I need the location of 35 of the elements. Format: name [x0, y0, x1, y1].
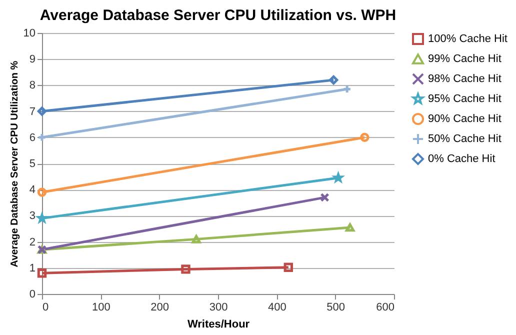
y-tick-label: 9	[29, 54, 36, 66]
point	[181, 264, 190, 274]
legend-label: 0% Cache Hit	[428, 153, 496, 165]
x-tick-label: 600	[376, 302, 394, 314]
point	[284, 262, 294, 272]
y-tick-label: 2	[29, 236, 36, 248]
point	[345, 223, 355, 232]
x-tick-label: 300	[209, 302, 228, 314]
x-tick-label: 200	[150, 302, 170, 314]
legend-label: 100% Cache Hit	[428, 33, 508, 45]
x-tick-label: 0	[42, 302, 49, 314]
point	[328, 75, 338, 85]
point	[37, 268, 47, 278]
y-axis-title: Average Database Server CPU Utilization %	[9, 60, 20, 268]
x-tick-label: 100	[92, 302, 110, 314]
legend-label: 98% Cache Hit	[428, 73, 502, 85]
legend-label: 99% Cache Hit	[428, 53, 502, 65]
point	[320, 192, 330, 202]
point	[37, 106, 47, 116]
y-tick-label: 3	[29, 210, 36, 222]
y-tick-label: 0	[29, 288, 36, 300]
y-tick-label: 8	[29, 80, 36, 92]
y-tick-label: 4	[29, 184, 36, 196]
y-tick-label: 10	[23, 28, 36, 40]
y-tick-label: 7	[29, 106, 36, 118]
x-axis-title: Writes/Hour	[187, 318, 250, 330]
legend-label: 50% Cache Hit	[428, 133, 502, 145]
y-tick-label: 6	[29, 132, 36, 144]
chart-title: Average Database Server CPU Utilization vs. WPH	[40, 7, 396, 24]
y-tick-label: 5	[29, 158, 36, 170]
legend-label: 90% Cache Hit	[428, 113, 502, 125]
x-tick-label: 400	[268, 302, 286, 314]
y-tick-label: 1	[29, 262, 36, 274]
x-tick-label: 500	[326, 302, 346, 314]
legend-label: 95% Cache Hit	[428, 93, 502, 105]
